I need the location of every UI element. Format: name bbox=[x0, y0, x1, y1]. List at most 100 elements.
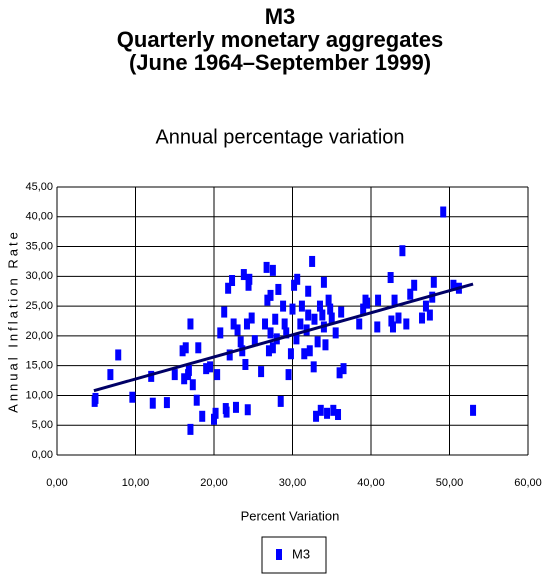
data-point bbox=[246, 273, 253, 285]
data-point bbox=[324, 407, 331, 419]
data-point bbox=[230, 318, 237, 330]
y-tick-label: 10,00 bbox=[25, 389, 53, 401]
chart-title: M3 bbox=[265, 4, 296, 29]
data-point bbox=[327, 303, 334, 315]
data-point bbox=[248, 312, 255, 324]
chart-subtitle: Annual percentage variation bbox=[155, 126, 404, 148]
data-point bbox=[306, 345, 313, 357]
data-point bbox=[375, 294, 382, 306]
data-point bbox=[411, 279, 418, 291]
data-point bbox=[229, 275, 236, 287]
data-point bbox=[185, 364, 192, 376]
data-point bbox=[294, 273, 301, 285]
data-point bbox=[212, 407, 219, 419]
data-point bbox=[277, 395, 284, 407]
y-tick-label: 25,00 bbox=[25, 300, 53, 312]
data-point bbox=[388, 315, 395, 327]
data-point bbox=[301, 348, 308, 360]
data-point bbox=[214, 369, 221, 381]
data-point bbox=[395, 312, 402, 324]
data-point bbox=[305, 285, 312, 297]
data-point bbox=[245, 279, 252, 291]
data-point bbox=[283, 327, 290, 339]
data-point bbox=[269, 342, 276, 354]
data-point bbox=[314, 336, 321, 348]
data-point bbox=[226, 349, 233, 361]
data-point bbox=[325, 294, 332, 306]
data-point bbox=[391, 294, 398, 306]
data-point bbox=[305, 309, 312, 321]
data-point bbox=[181, 373, 188, 385]
data-point bbox=[149, 397, 156, 409]
data-point bbox=[267, 289, 274, 301]
data-point bbox=[336, 367, 343, 379]
y-axis-label: Annual Inflation Rate bbox=[5, 229, 20, 413]
data-point bbox=[322, 339, 329, 351]
data-point bbox=[407, 288, 414, 300]
data-point bbox=[470, 404, 477, 416]
x-tick-label: 0,00 bbox=[46, 477, 67, 489]
legend-label: M3 bbox=[292, 546, 310, 561]
data-point bbox=[328, 312, 335, 324]
data-point bbox=[237, 336, 244, 348]
data-point bbox=[251, 335, 258, 347]
data-point bbox=[258, 366, 265, 378]
data-point bbox=[107, 369, 114, 381]
data-point bbox=[419, 312, 426, 324]
data-point bbox=[310, 361, 317, 373]
data-point bbox=[313, 410, 320, 422]
data-point bbox=[440, 206, 447, 218]
data-point bbox=[269, 264, 276, 276]
data-point bbox=[281, 318, 288, 330]
data-point bbox=[297, 318, 304, 330]
y-tick-label: 5,00 bbox=[32, 419, 53, 431]
y-tick-label: 15,00 bbox=[25, 360, 53, 372]
data-point bbox=[239, 345, 246, 357]
x-tick-label: 60,00 bbox=[514, 477, 542, 489]
data-point bbox=[399, 245, 406, 257]
data-point bbox=[335, 409, 342, 421]
data-point bbox=[387, 272, 394, 284]
data-point bbox=[243, 318, 250, 330]
data-point bbox=[264, 294, 271, 306]
data-point bbox=[364, 297, 371, 309]
data-point bbox=[309, 255, 316, 267]
data-point bbox=[450, 279, 457, 291]
data-point bbox=[280, 300, 287, 312]
data-point bbox=[287, 348, 294, 360]
x-tick-label: 20,00 bbox=[200, 477, 228, 489]
data-point bbox=[272, 313, 279, 325]
data-point bbox=[263, 261, 270, 273]
legend-marker bbox=[276, 549, 282, 560]
data-point bbox=[199, 410, 206, 422]
data-point bbox=[320, 276, 327, 288]
data-point bbox=[244, 404, 251, 416]
x-tick-label: 30,00 bbox=[279, 477, 307, 489]
data-point bbox=[211, 413, 217, 425]
y-tick-label: 40,00 bbox=[25, 211, 53, 223]
data-point bbox=[319, 309, 326, 321]
x-tick-label: 10,00 bbox=[122, 477, 150, 489]
y-tick-label: 20,00 bbox=[25, 330, 53, 342]
data-point bbox=[193, 394, 200, 406]
data-point bbox=[285, 369, 292, 381]
data-point bbox=[316, 300, 323, 312]
data-point bbox=[330, 404, 337, 416]
chart-title: (June 1964–September 1999) bbox=[129, 50, 431, 75]
data-point bbox=[223, 406, 230, 418]
data-point bbox=[429, 291, 436, 303]
data-point bbox=[311, 313, 318, 325]
data-point bbox=[179, 345, 186, 357]
data-point bbox=[129, 391, 136, 403]
data-point bbox=[340, 363, 347, 375]
data-point bbox=[195, 342, 202, 354]
data-point bbox=[422, 300, 429, 312]
data-point bbox=[389, 321, 396, 333]
data-point bbox=[148, 370, 155, 382]
data-point bbox=[115, 349, 122, 361]
y-tick-label: 45,00 bbox=[25, 181, 53, 193]
y-tick-label: 35,00 bbox=[25, 240, 53, 252]
legend-box bbox=[261, 536, 327, 574]
data-point bbox=[262, 318, 269, 330]
